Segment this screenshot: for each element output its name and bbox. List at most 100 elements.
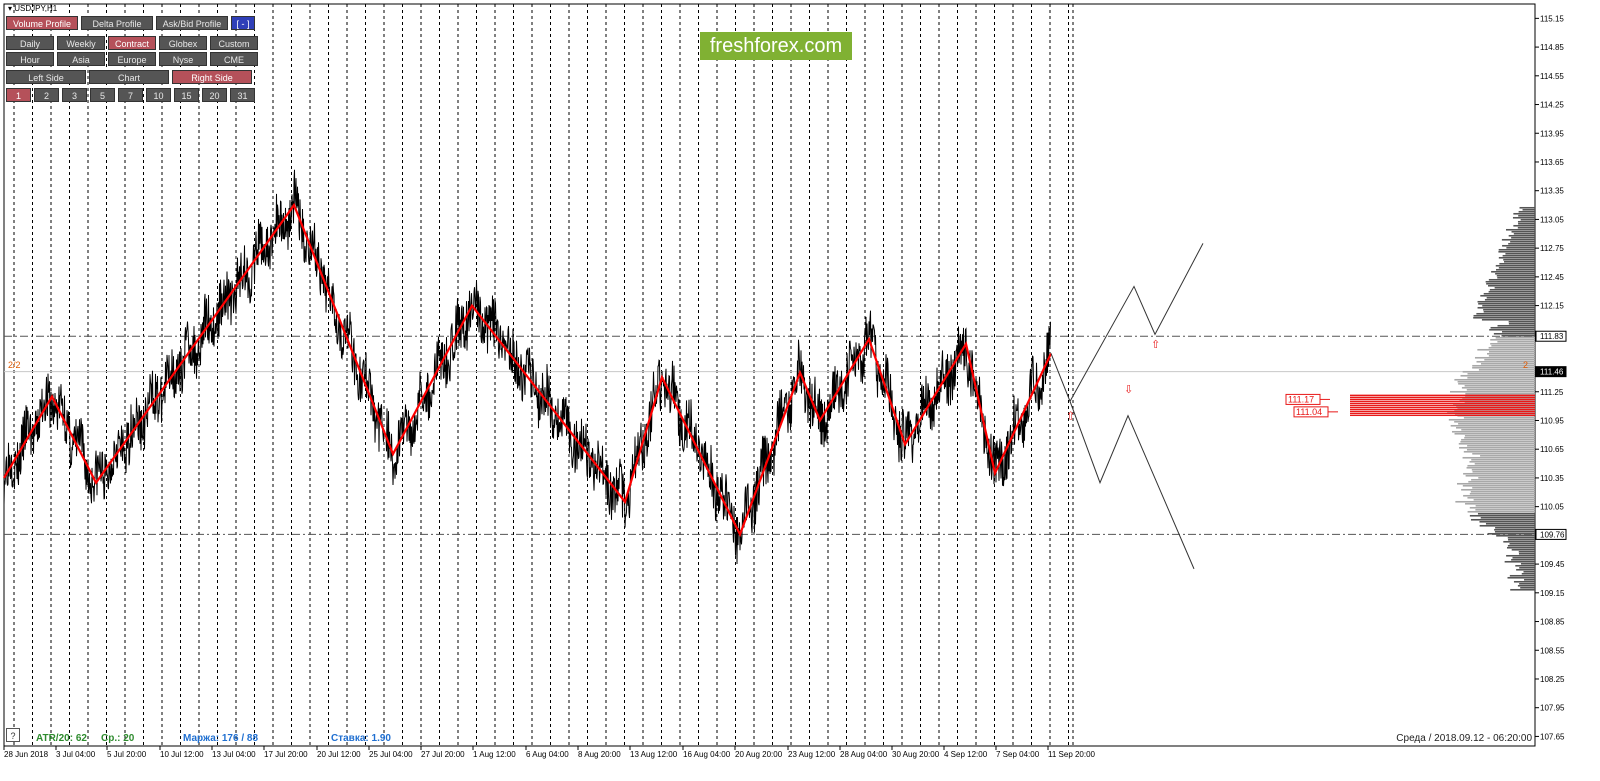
profile-bar (1495, 264, 1535, 267)
profile-bar (1480, 294, 1535, 297)
profile-bar (1483, 308, 1535, 311)
profile-bar (1509, 542, 1535, 545)
profile-bar (1489, 328, 1535, 331)
toolbar-button-custom[interactable]: Custom (210, 36, 258, 50)
toolbar-button-10[interactable]: 10 (146, 88, 171, 102)
toolbar-button-delta-profile[interactable]: Delta Profile (81, 16, 153, 30)
toolbar-button-weekly[interactable]: Weekly (57, 36, 105, 50)
profile-bar (1467, 510, 1535, 513)
profile-bar (1472, 470, 1535, 473)
profile-bar (1481, 318, 1535, 321)
toolbar-button-globex[interactable]: Globex (159, 36, 207, 50)
profile-bar (1501, 238, 1535, 241)
zigzag-line (3, 202, 1052, 538)
profile-bar (1484, 298, 1535, 301)
profile-bar (1461, 488, 1535, 491)
toolbar-button-volume-profile[interactable]: Volume Profile (6, 16, 78, 30)
profile-bar (1448, 418, 1535, 421)
x-tick-label: 20 Aug 20:00 (735, 750, 783, 759)
profile-bar (1469, 492, 1535, 495)
profile-bar (1464, 436, 1535, 439)
poc-bar (1350, 396, 1535, 399)
toolbar-button-hour[interactable]: Hour (6, 52, 54, 66)
signal-arrow-icon: ⇧ (1151, 338, 1160, 351)
profile-bar (1519, 566, 1535, 569)
profile-bar (1484, 358, 1535, 361)
profile-bar (1494, 286, 1535, 289)
profile-bar (1495, 526, 1535, 529)
profile-bar (1473, 314, 1535, 317)
x-tick-label: 7 Sep 04:00 (996, 750, 1040, 759)
toolbar-row-count: 1 2 3 5 7 10 15 20 31 (6, 88, 255, 102)
x-tick-label: 23 Aug 12:00 (788, 750, 836, 759)
profile-bar (1497, 340, 1535, 343)
y-tick-label: 113.65 (1540, 158, 1564, 167)
profile-bar (1519, 582, 1535, 585)
profile-bar (1464, 434, 1535, 437)
y-tick-label: 112.75 (1540, 244, 1564, 253)
poc-bar (1350, 394, 1535, 397)
toolbar-button-5[interactable]: 5 (90, 88, 115, 102)
help-button[interactable]: ? (6, 728, 20, 742)
profile-bar (1477, 512, 1535, 515)
toolbar-button-asia[interactable]: Asia (57, 52, 105, 66)
toolbar-button-ask-bid-profile[interactable]: Ask/Bid Profile (156, 16, 228, 30)
symbol-title: ▾ USDJPY,H1 (8, 4, 58, 13)
toolbar-button-daily[interactable]: Daily (6, 36, 54, 50)
profile-bar (1470, 518, 1535, 521)
profile-bar (1508, 242, 1535, 245)
profile-bar (1518, 550, 1535, 553)
y-tick-label: 111.25 (1540, 388, 1564, 397)
toolbar-button-contract[interactable]: Contract (108, 36, 156, 50)
y-tick-label: 109.76 (1540, 530, 1565, 539)
profile-bar (1471, 458, 1535, 461)
toolbar-button-31[interactable]: 31 (230, 88, 255, 102)
profile-bar (1462, 456, 1535, 459)
profile-bar (1467, 372, 1535, 375)
profile-bar (1483, 310, 1535, 313)
profile-bar (1507, 536, 1535, 539)
profile-bar (1488, 278, 1535, 281)
toolbar-button-[interactable]: [ - ] (231, 16, 255, 30)
profile-bar (1454, 378, 1535, 381)
toolbar-button-chart[interactable]: Chart (89, 70, 169, 84)
profile-bar (1502, 254, 1535, 257)
y-tick-label: 114.85 (1540, 43, 1564, 52)
x-tick-label: 10 Jul 12:00 (160, 750, 204, 759)
profile-bar (1508, 538, 1535, 541)
toolbar-button-15[interactable]: 15 (174, 88, 199, 102)
y-tick-label: 113.35 (1540, 187, 1564, 196)
toolbar-button-3[interactable]: 3 (62, 88, 87, 102)
profile-bar (1473, 498, 1535, 501)
profile-bar (1498, 266, 1535, 269)
toolbar-button-nyse[interactable]: Nyse (159, 52, 207, 66)
toolbar-button-left-side[interactable]: Left Side (6, 70, 86, 84)
toolbar-button-cme[interactable]: CME (210, 52, 258, 66)
toolbar-button-20[interactable]: 20 (202, 88, 227, 102)
profile-bar (1516, 568, 1535, 571)
profile-bar (1463, 472, 1535, 475)
poc-bar (1350, 402, 1535, 405)
y-tick-label: 113.05 (1540, 215, 1564, 224)
poc-bar (1350, 414, 1535, 417)
profile-bar (1521, 572, 1535, 575)
profile-bar (1466, 448, 1535, 451)
x-tick-label: 5 Jul 20:00 (107, 750, 147, 759)
profile-bar (1496, 268, 1535, 271)
toolbar-button-7[interactable]: 7 (118, 88, 143, 102)
profile-bar (1463, 416, 1535, 419)
toolbar-button-right-side[interactable]: Right Side (172, 70, 252, 84)
toolbar-button-2[interactable]: 2 (34, 88, 59, 102)
profile-bar (1466, 388, 1535, 391)
toolbar-button-europe[interactable]: Europe (108, 52, 156, 66)
profile-bar (1469, 506, 1535, 509)
profile-bar (1487, 352, 1535, 355)
profile-bar (1518, 210, 1535, 213)
profile-bar (1510, 240, 1535, 243)
toolbar-button-1[interactable]: 1 (6, 88, 31, 102)
profile-bar (1454, 432, 1535, 435)
profile-bar (1496, 534, 1535, 537)
profile-bar (1494, 528, 1535, 531)
